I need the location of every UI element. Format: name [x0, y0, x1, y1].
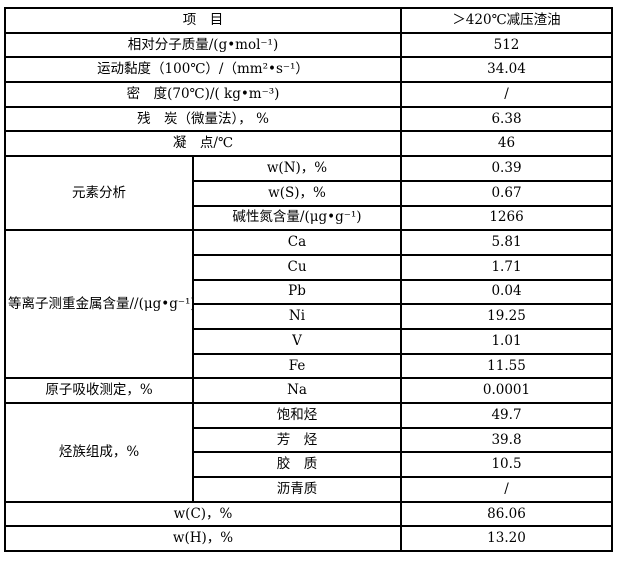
sub-row-label: V [192, 327, 402, 355]
sub-row-label: 饱和烃 [192, 402, 402, 429]
table-row: w(S)，% 0.67 [5, 179, 613, 207]
group-label: 元素分析 [4, 155, 194, 232]
table-row: 原子吸收测定，% Na 0.0001 [4, 377, 613, 404]
row-value: 1266 [400, 204, 613, 232]
header-value-cell: ＞420℃减压渣油 [400, 7, 613, 34]
table-row: 凝 点/℃ 46 [4, 130, 613, 158]
table-row: Fe 11.55 [5, 352, 613, 380]
table-row: Cu 1.71 [5, 253, 613, 281]
row-value: 34.04 [400, 56, 613, 84]
row-value: 1.01 [400, 327, 613, 355]
header-item-cell: 项 目 [4, 7, 402, 34]
table-header-row: 项 目 ＞420℃减压渣油 [4, 7, 613, 34]
table-row: Ni 19.25 [5, 303, 613, 330]
row-value: 39.8 [400, 426, 613, 454]
row-label: 运动黏度（100℃）/（mm²•s⁻¹） [4, 56, 402, 84]
row-value: / [400, 81, 613, 108]
table-row: Pb 0.04 [5, 278, 613, 306]
row-value: / [400, 476, 613, 503]
row-value: 13.20 [400, 525, 613, 553]
row-label: 密 度(70℃)/( kg•m⁻³) [4, 81, 402, 108]
sub-row-label: Ni [192, 303, 402, 330]
table-row: 等离子测重金属含量//(μg•g⁻¹) Ca 5.81 [4, 229, 613, 380]
row-label: w(H)，% [4, 525, 402, 553]
sub-row-label: w(S)，% [192, 179, 402, 207]
table-row: 相对分子质量/(g•mol⁻¹) 512 [4, 31, 613, 59]
row-value: 5.81 [400, 229, 613, 256]
group-label: 烃族组成，% [4, 402, 194, 503]
table-row: 运动黏度（100℃）/（mm²•s⁻¹） 34.04 [4, 56, 613, 84]
table-row: w(H)，% 13.20 [4, 525, 613, 553]
row-label: 残 炭（微量法）， % [4, 105, 402, 133]
row-value: 86.06 [400, 500, 613, 528]
table-row: 元素分析 w(N)，% 0.39 [4, 155, 613, 232]
row-value: 11.55 [400, 352, 613, 380]
row-value: 49.7 [400, 402, 613, 429]
sub-row-label: w(N)，% [192, 155, 402, 182]
row-value: 46 [400, 130, 613, 158]
row-value: 0.39 [400, 155, 613, 182]
sub-row-label: Fe [192, 352, 402, 380]
table-row: 碱性氮含量/(μg•g⁻¹) 1266 [5, 204, 613, 232]
row-value: 10.5 [400, 451, 613, 479]
group-label: 原子吸收测定，% [4, 377, 194, 404]
table-row: 残 炭（微量法）， % 6.38 [4, 105, 613, 133]
row-value: 6.38 [400, 105, 613, 133]
table-row: V 1.01 [5, 327, 613, 355]
sub-row-label: 芳 烃 [192, 426, 402, 454]
sub-row-label: Pb [192, 278, 402, 306]
group-label: 等离子测重金属含量//(μg•g⁻¹) [4, 229, 194, 380]
sub-row-label: Na [192, 377, 402, 404]
row-value: 0.0001 [400, 377, 613, 404]
row-label: 相对分子质量/(g•mol⁻¹) [4, 31, 402, 59]
table-row: 烃族组成，% 饱和烃 49.7 [4, 402, 613, 503]
sub-row-label: 碱性氮含量/(μg•g⁻¹) [192, 204, 402, 232]
table-row: w(C)，% 86.06 [4, 500, 613, 528]
row-label: 凝 点/℃ [4, 130, 402, 158]
row-value: 1.71 [400, 253, 613, 281]
sub-row-label: 胶 质 [192, 451, 402, 479]
sub-row-label: Cu [192, 253, 402, 281]
sub-row-label: Ca [192, 229, 402, 256]
sub-row-label: 沥青质 [192, 476, 402, 503]
row-value: 512 [400, 31, 613, 59]
row-value: 19.25 [400, 303, 613, 330]
row-label: w(C)，% [4, 500, 402, 528]
table-row: 胶 质 10.5 [5, 451, 613, 479]
row-value: 0.67 [400, 179, 613, 207]
table-row: 密 度(70℃)/( kg•m⁻³) / [4, 81, 613, 108]
table-row: 沥青质 / [5, 476, 613, 503]
table-row: 芳 烃 39.8 [5, 426, 613, 454]
row-value: 0.04 [400, 278, 613, 306]
oil-property-table: 项 目 ＞420℃减压渣油 相对分子质量/(g•mol⁻¹) 512 运动黏度（… [4, 7, 613, 553]
